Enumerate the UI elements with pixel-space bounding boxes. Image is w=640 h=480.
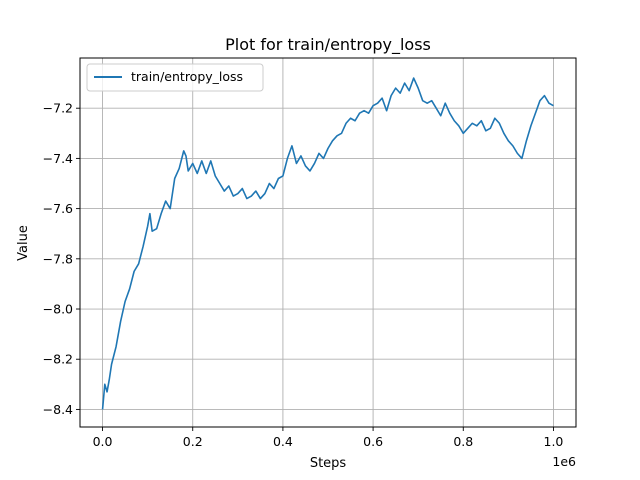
series-layer xyxy=(101,77,554,410)
chart-title: Plot for train/entropy_loss xyxy=(225,35,431,55)
y-tick-label: −8.2 xyxy=(43,352,73,367)
y-tick-label: −8.0 xyxy=(43,302,73,317)
x-tick-label: 1.0 xyxy=(544,434,564,449)
y-axis-label: Value xyxy=(16,225,31,261)
y-tick-label: −8.4 xyxy=(43,402,73,417)
x-axis-offset-label: 1e6 xyxy=(552,454,576,469)
legend-label: train/entropy_loss xyxy=(131,69,243,84)
x-tick-label: 0.8 xyxy=(453,434,473,449)
plot-frame xyxy=(79,57,577,428)
series-line xyxy=(101,77,554,410)
y-tick-label: −7.8 xyxy=(43,251,73,266)
x-tick-label: 0.0 xyxy=(93,434,113,449)
legend: train/entropy_loss xyxy=(86,63,264,92)
y-tick-label: −7.2 xyxy=(43,101,73,116)
x-tick-label: 0.2 xyxy=(183,434,203,449)
x-tick-label: 0.4 xyxy=(273,434,293,449)
x-axis-ticks: 0.0 0.2 0.4 0.6 0.8 1.0 xyxy=(93,427,564,449)
x-tick-label: 0.6 xyxy=(363,434,383,449)
legend-box xyxy=(86,63,264,92)
y-tick-label: −7.6 xyxy=(43,201,73,216)
y-axis-ticks: −8.4 −8.2 −8.0 −7.8 −7.6 −7.4 −7.2 xyxy=(43,101,80,417)
grid xyxy=(80,58,576,427)
y-tick-label: −7.4 xyxy=(43,151,73,166)
x-axis-label: Steps xyxy=(310,456,347,471)
